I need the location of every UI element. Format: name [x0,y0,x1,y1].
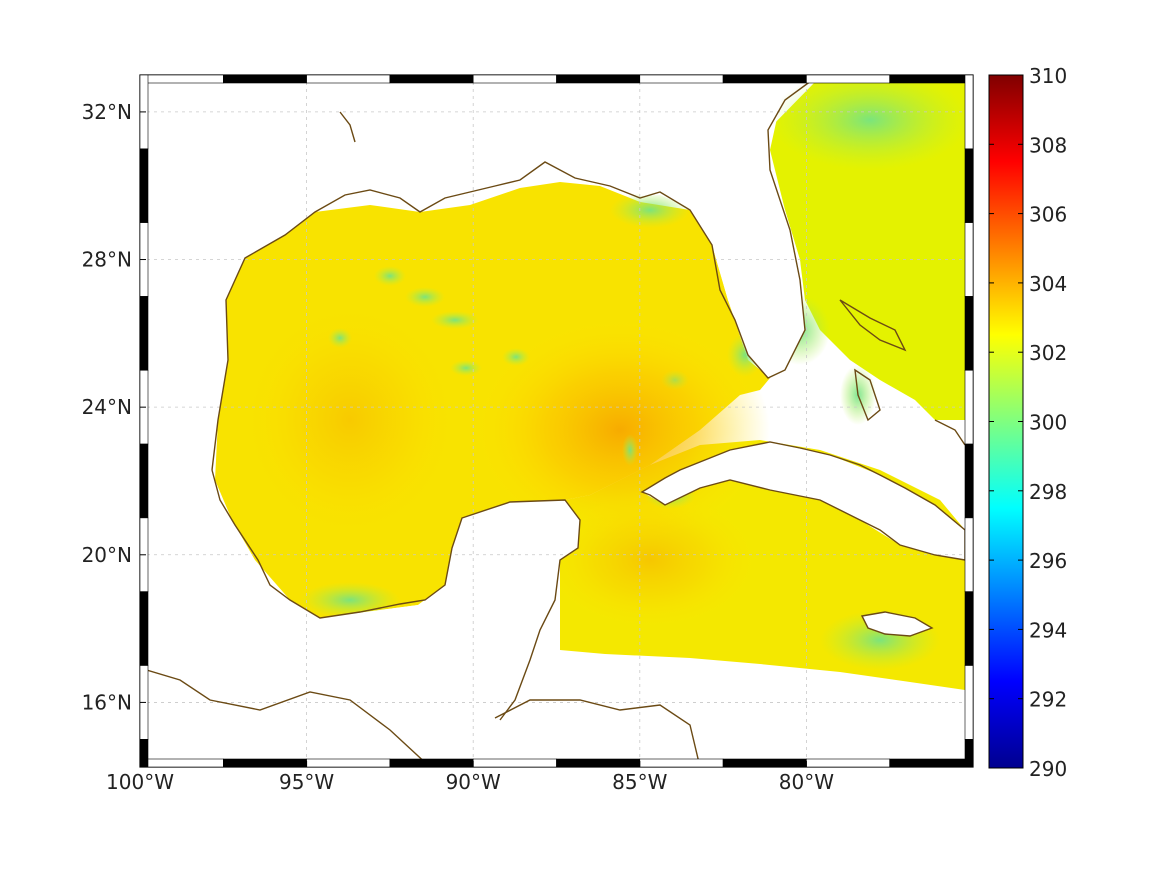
border-segment-left [139,739,149,768]
border-segment-right [964,739,974,768]
coastline-small-island [339,111,356,143]
y-tick-label: 24°N [82,395,132,419]
warm-western-gulf-anomaly [240,300,460,540]
map-plot-area: 100°W 95°W 90°W 85°W 80°W 32°N 28°N 24°N 20°N 16… [82,74,974,794]
land-florida [640,82,805,378]
border-segment-top [472,74,557,84]
coastline-hispaniola [934,419,966,446]
border-segment-top [139,74,224,84]
x-tick-label: 95°W [279,770,334,794]
colorbar-tick-label: 300 [1029,411,1067,435]
y-tick-label: 16°N [82,690,132,714]
coastline-honduras [494,699,701,767]
colorbar-ticks: 310 308 306 304 302 300 298 296 294 292 290 [989,64,1067,781]
border-segment-left [139,443,149,519]
coastline-gulf [211,77,816,471]
colorbar-tick-label: 302 [1029,341,1067,365]
coastline-bahamas-2 [854,368,881,422]
colorbar-tick-label: 306 [1029,203,1067,227]
border-segment-bottom [556,758,641,768]
colorbar-tick-label: 310 [1029,64,1067,88]
border-segment-right [964,222,974,297]
cool-spot [610,192,690,228]
land-cuba [642,442,965,560]
y-axis-ticks: 32°N 28°N 24°N 20°N 16°N [82,100,146,714]
cool-spot [431,311,479,329]
border-segment-bottom [806,758,891,768]
x-tick-label: 100°W [106,770,174,794]
colorbar-tick-label: 290 [1029,757,1067,781]
colorbar-tick-label: 294 [1029,618,1067,642]
cool-spot [328,328,352,348]
border-segment-right [964,443,974,519]
border-segment-top [722,74,807,84]
colorbar-tick-label: 292 [1029,688,1067,712]
y-tick-label: 32°N [82,100,132,124]
border-segment-bottom [139,758,224,768]
border-segment-top [306,74,391,84]
land-yucatan [140,500,580,767]
x-tick-label: 80°W [779,770,834,794]
coastline-central-america [140,667,431,767]
colorbar-tick-label: 304 [1029,272,1067,296]
cool-spot [770,75,970,170]
border-segment-top [223,74,307,84]
border-segment-top [389,74,474,84]
coastline-jamaica [860,611,934,637]
colorbar: 310 308 306 304 302 300 298 296 294 292 290 [988,64,1067,781]
border-segment-top [639,74,724,84]
border-segment-bottom [639,758,724,768]
cool-spot [450,360,482,376]
cool-spot [622,434,638,466]
x-tick-label: 85°W [612,770,667,794]
border-segment-top [889,74,974,84]
colorbar-tick-label: 298 [1029,480,1067,504]
border-segment-left [139,148,149,223]
x-tick-label: 90°W [446,770,501,794]
coastline-mexico [211,469,581,721]
border-segment-right [964,591,974,666]
colorbar-gradient [988,74,1024,769]
border-segment-bottom [306,758,391,768]
border-segment-left [139,591,149,666]
border-segment-bottom [472,758,557,768]
coastline-bahamas [839,299,907,352]
border-segment-bottom [722,758,807,768]
warm-caribbean-anomaly [540,490,760,630]
colorbar-tick-label: 308 [1029,133,1067,157]
cool-spot [661,370,689,390]
cool-spot [374,266,406,286]
border-segment-top [806,74,891,84]
border-segment-right [964,517,974,592]
border-segment-right [964,369,974,445]
border-segment-right [964,74,974,150]
y-tick-label: 28°N [82,248,132,272]
cool-spot [502,348,530,366]
border-segment-left [139,296,149,371]
border-segment-bottom [389,758,474,768]
y-tick-label: 20°N [82,543,132,567]
border-segment-right [964,665,974,740]
atlantic-sst-region [768,82,965,420]
cool-spot [405,287,445,307]
x-axis-ticks: 100°W 95°W 90°W 85°W 80°W [106,761,834,794]
colorbar-tick-label: 296 [1029,549,1067,573]
sst-field [140,75,970,767]
border-segment-bottom [889,758,974,768]
border-segment-bottom [223,758,307,768]
border-segment-top [556,74,641,84]
border-segment-right [964,148,974,223]
border-segment-right [964,296,974,371]
